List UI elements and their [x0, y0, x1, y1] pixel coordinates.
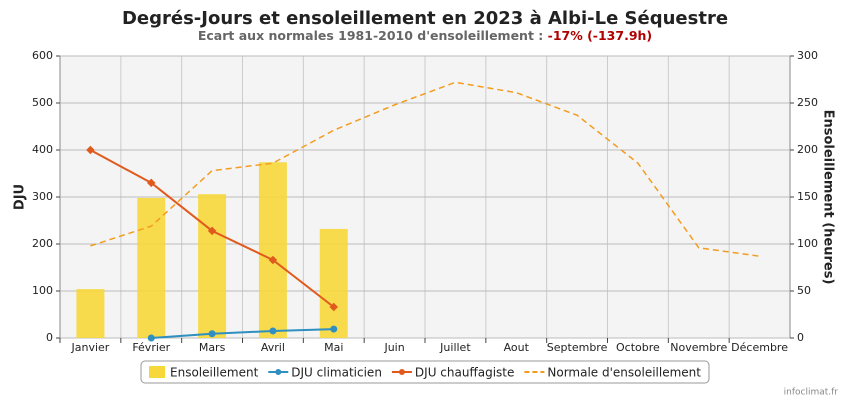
y2-tick-label: 250: [797, 96, 818, 109]
bar: [258, 162, 287, 338]
y2-axis-label: Ensoleillement (heures): [821, 110, 836, 285]
y-axis-label: DJU: [13, 184, 28, 210]
point: [207, 226, 217, 236]
point: [147, 178, 156, 188]
x-tick-label: Février: [132, 341, 170, 354]
x-tick-label: Novembre: [670, 341, 727, 354]
bar: [76, 289, 105, 338]
legend-box: [140, 360, 710, 384]
y-tick-label: 300: [32, 190, 53, 203]
normal-line: [90, 81, 760, 257]
legend-label: Normale d'ensoleillement: [547, 366, 701, 380]
bar: [198, 194, 227, 338]
legend-label: Ensoleillement: [170, 366, 259, 380]
x-tick-label: Décembre: [731, 341, 788, 354]
bar: [137, 197, 166, 338]
x-tick-label: Octobre: [616, 341, 660, 354]
y-tick-label: 100: [32, 284, 53, 297]
x-tick-label: Juillet: [439, 341, 471, 354]
x-tick-label: Juin: [383, 341, 404, 354]
point: [268, 255, 278, 265]
point: [208, 330, 216, 338]
point: [147, 334, 155, 342]
subtitle: Ecart aux normales 1981-2010 d'ensoleill…: [198, 28, 652, 43]
point: [329, 302, 338, 312]
subtitle-highlight: -17% (-137.9h): [548, 28, 653, 43]
point: [330, 325, 338, 333]
x-tick-label: Janvier: [71, 341, 110, 354]
x-tick-label: Aout: [504, 341, 530, 354]
line: [151, 328, 334, 339]
bar: [319, 228, 348, 338]
y2-tick-label: 0: [797, 331, 804, 344]
y-tick-label: 500: [32, 96, 53, 109]
legend-marker: [275, 369, 282, 375]
x-tick-label: Septembre: [547, 341, 608, 354]
point: [269, 327, 277, 335]
y-tick-label: 600: [32, 49, 53, 62]
legend-marker: [398, 369, 405, 375]
source: infoclimat.fr: [784, 388, 839, 398]
legend-swatch: [149, 366, 166, 378]
point: [86, 145, 95, 155]
chart-title: Degrés-Jours et ensoleillement en 2023 à…: [122, 8, 728, 29]
legend: Ensoleillement DJU climaticien DJU chauffa…: [140, 360, 710, 384]
y2-tick-label: 150: [797, 190, 818, 203]
x-tick-label: Mars: [199, 341, 226, 354]
y-tick-label: 0: [46, 331, 53, 344]
legend-label: DJU climaticien: [291, 366, 382, 380]
y2-tick-label: 300: [797, 49, 818, 62]
y2-tick-label: 50: [797, 284, 811, 297]
subtitle-text: Ecart aux normales 1981-2010 d'ensoleill…: [198, 28, 548, 43]
x-tick-label: Avril: [261, 341, 285, 354]
y2-tick-label: 200: [797, 143, 818, 156]
y2-tick-label: 100: [797, 237, 818, 250]
x-tick-label: Mai: [324, 341, 343, 354]
y-tick-label: 400: [32, 143, 53, 156]
legend-label: DJU chauffagiste: [415, 366, 514, 380]
y-tick-label: 200: [32, 237, 53, 250]
